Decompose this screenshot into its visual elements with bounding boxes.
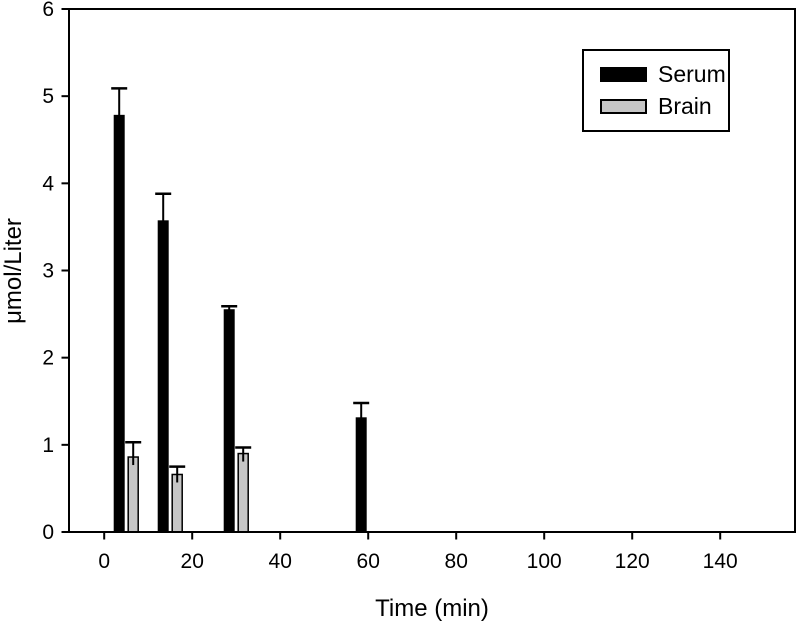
y-axis-title: μmol/Liter: [0, 218, 27, 324]
brain-swatch: [600, 99, 647, 114]
legend-item-serum: Serum: [600, 63, 728, 86]
bar-brain-5min: [127, 456, 139, 533]
bar-brain-15min: [171, 473, 183, 533]
y-tick-label-5: 5: [42, 85, 54, 108]
x-tick-label-100: 100: [527, 550, 562, 573]
y-tick-label-1: 1: [42, 434, 54, 457]
x-tick-label-40: 40: [269, 550, 292, 573]
x-tick-label-20: 20: [181, 550, 204, 573]
plot-frame: [68, 8, 796, 533]
bar-serum-60min: [355, 417, 367, 533]
y-tick-label-0: 0: [42, 521, 54, 544]
serum-swatch: [600, 67, 647, 82]
bar-serum-15min: [157, 220, 169, 533]
serum-legend-label: Serum: [658, 61, 726, 87]
bar-serum-30min: [223, 309, 235, 533]
bar-brain-30min: [237, 452, 249, 533]
brain-legend-label: Brain: [658, 93, 712, 119]
x-tick-label-0: 0: [98, 550, 110, 573]
y-tick-label-6: 6: [42, 0, 54, 21]
legend: Serum Brain: [582, 49, 730, 132]
y-tick-label-2: 2: [42, 347, 54, 370]
x-tick-label-140: 140: [703, 550, 738, 573]
x-tick-label-120: 120: [615, 550, 650, 573]
bar-serum-5min: [113, 114, 125, 533]
legend-item-brain: Brain: [600, 95, 728, 118]
x-tick-label-80: 80: [445, 550, 468, 573]
x-tick-label-60: 60: [357, 550, 380, 573]
y-tick-label-3: 3: [42, 260, 54, 283]
x-axis-title: Time (min): [375, 595, 489, 622]
y-tick-label-4: 4: [42, 172, 54, 195]
